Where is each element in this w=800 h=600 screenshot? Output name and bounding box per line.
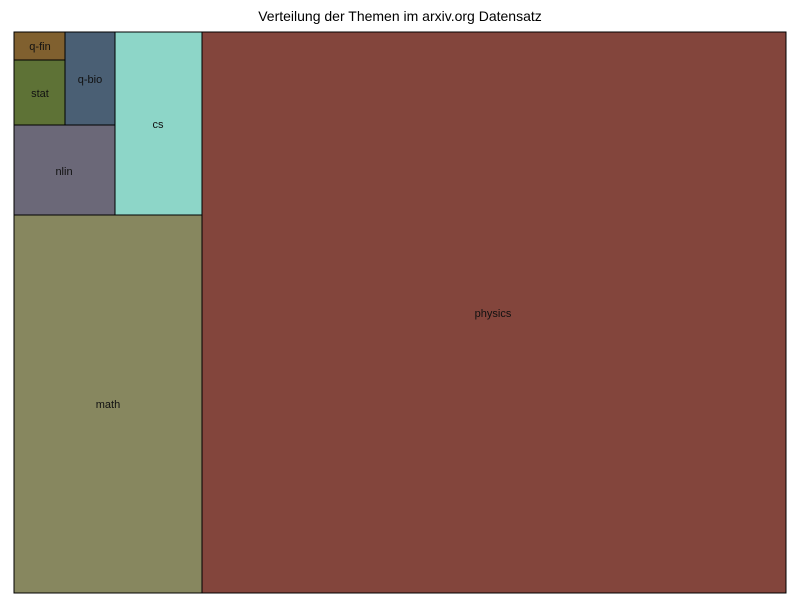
treemap-cell-stat bbox=[13, 59, 66, 126]
treemap-cell-cs bbox=[114, 31, 203, 216]
treemap-cell-q-bio bbox=[64, 31, 116, 126]
treemap-label-nlin: nlin bbox=[55, 166, 72, 178]
treemap-label-q-fin: q-fin bbox=[29, 41, 50, 53]
chart-title: Verteilung der Themen im arxiv.org Daten… bbox=[258, 8, 542, 24]
treemap-label-q-bio: q-bio bbox=[78, 74, 102, 86]
treemap-cell-physics bbox=[201, 31, 787, 594]
treemap-cell-nlin bbox=[13, 124, 116, 216]
treemap-label-physics: physics bbox=[475, 308, 512, 320]
treemap-cell-math bbox=[13, 214, 203, 594]
treemap-label-cs: cs bbox=[153, 119, 165, 131]
treemap-cell-q-fin bbox=[13, 31, 66, 61]
treemap-label-stat: stat bbox=[31, 88, 49, 100]
treemap-label-math: math bbox=[96, 399, 120, 411]
